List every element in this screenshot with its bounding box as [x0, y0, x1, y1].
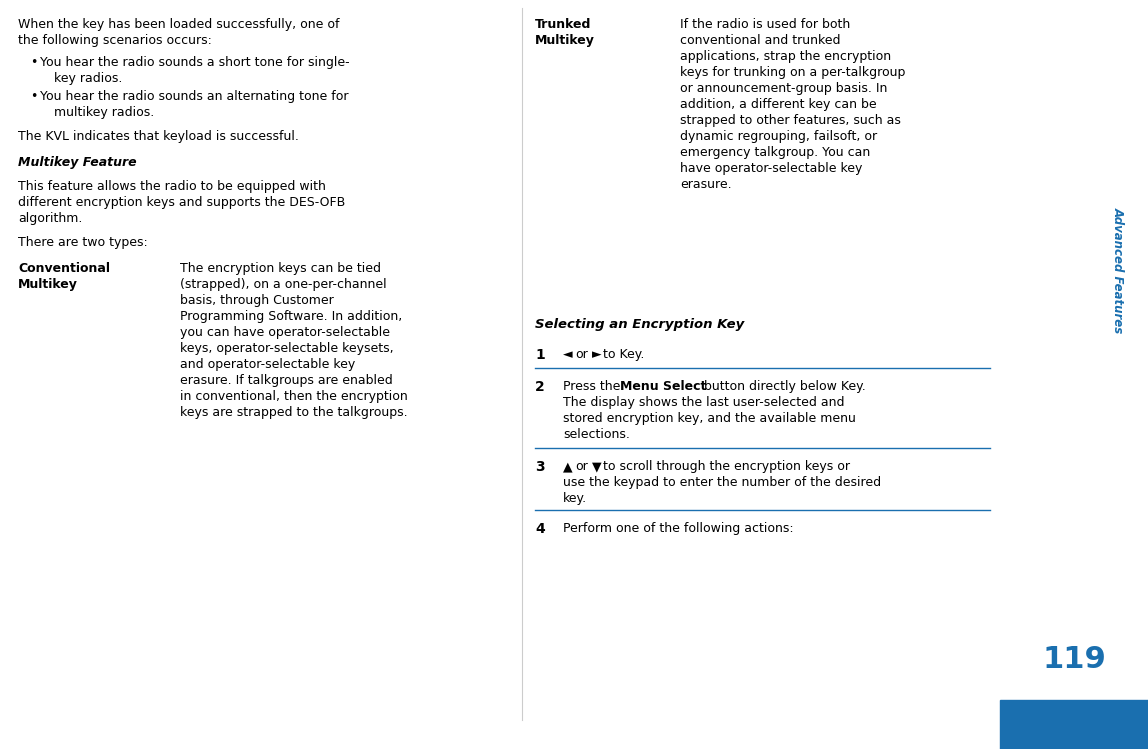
- Text: erasure.: erasure.: [680, 178, 731, 191]
- Text: Programming Software. In addition,: Programming Software. In addition,: [180, 310, 402, 323]
- Text: 119: 119: [1042, 646, 1106, 675]
- Text: •: •: [30, 56, 38, 69]
- Text: and operator-selectable key: and operator-selectable key: [180, 358, 355, 371]
- Text: Trunked: Trunked: [535, 18, 591, 31]
- Text: stored encryption key, and the available menu: stored encryption key, and the available…: [563, 412, 856, 425]
- Text: ▲: ▲: [563, 460, 573, 473]
- Text: Multikey Feature: Multikey Feature: [18, 156, 137, 169]
- Text: Multikey: Multikey: [18, 278, 78, 291]
- Text: key.: key.: [563, 492, 587, 505]
- Text: (strapped), on a one-per-channel: (strapped), on a one-per-channel: [180, 278, 387, 291]
- Text: the following scenarios occurs:: the following scenarios occurs:: [18, 34, 212, 47]
- Text: erasure. If talkgroups are enabled: erasure. If talkgroups are enabled: [180, 374, 393, 387]
- Text: The KVL indicates that keyload is successful.: The KVL indicates that keyload is succes…: [18, 130, 298, 143]
- Text: have operator-selectable key: have operator-selectable key: [680, 162, 862, 175]
- Text: ◄: ◄: [563, 348, 573, 361]
- Text: to scroll through the encryption keys or: to scroll through the encryption keys or: [603, 460, 850, 473]
- Text: This feature allows the radio to be equipped with: This feature allows the radio to be equi…: [18, 180, 326, 193]
- Text: Advanced Features: Advanced Features: [1111, 207, 1125, 333]
- Text: Press the: Press the: [563, 380, 625, 393]
- Text: in conventional, then the encryption: in conventional, then the encryption: [180, 390, 408, 403]
- Text: ▼: ▼: [592, 460, 602, 473]
- Text: emergency talkgroup. You can: emergency talkgroup. You can: [680, 146, 870, 159]
- Text: button directly below Key.: button directly below Key.: [700, 380, 866, 393]
- Text: ►: ►: [592, 348, 602, 361]
- Text: 1: 1: [535, 348, 545, 362]
- Text: or: or: [575, 460, 588, 473]
- Text: applications, strap the encryption: applications, strap the encryption: [680, 50, 891, 63]
- Text: You hear the radio sounds a short tone for single-: You hear the radio sounds a short tone f…: [40, 56, 350, 69]
- Text: basis, through Customer: basis, through Customer: [180, 294, 334, 307]
- Text: Menu Select: Menu Select: [620, 380, 706, 393]
- Text: keys, operator-selectable keysets,: keys, operator-selectable keysets,: [180, 342, 394, 355]
- FancyBboxPatch shape: [1000, 700, 1148, 749]
- Text: Multikey: Multikey: [535, 34, 595, 47]
- Text: There are two types:: There are two types:: [18, 236, 148, 249]
- Text: strapped to other features, such as: strapped to other features, such as: [680, 114, 901, 127]
- Text: 4: 4: [535, 522, 545, 536]
- Text: •: •: [30, 90, 38, 103]
- Text: 3: 3: [535, 460, 544, 474]
- Text: multikey radios.: multikey radios.: [54, 106, 154, 119]
- Text: If the radio is used for both: If the radio is used for both: [680, 18, 851, 31]
- Text: The encryption keys can be tied: The encryption keys can be tied: [180, 262, 381, 275]
- Text: keys for trunking on a per-talkgroup: keys for trunking on a per-talkgroup: [680, 66, 906, 79]
- Text: algorithm.: algorithm.: [18, 212, 83, 225]
- Text: Conventional: Conventional: [18, 262, 110, 275]
- Text: keys are strapped to the talkgroups.: keys are strapped to the talkgroups.: [180, 406, 408, 419]
- Text: different encryption keys and supports the DES-OFB: different encryption keys and supports t…: [18, 196, 346, 209]
- Text: Perform one of the following actions:: Perform one of the following actions:: [563, 522, 793, 535]
- Text: conventional and trunked: conventional and trunked: [680, 34, 840, 47]
- Text: The display shows the last user-selected and: The display shows the last user-selected…: [563, 396, 845, 409]
- Text: use the keypad to enter the number of the desired: use the keypad to enter the number of th…: [563, 476, 882, 489]
- Text: to Key.: to Key.: [603, 348, 644, 361]
- Text: or: or: [575, 348, 588, 361]
- Text: dynamic regrouping, failsoft, or: dynamic regrouping, failsoft, or: [680, 130, 877, 143]
- Text: English: English: [1044, 717, 1104, 732]
- Text: or announcement-group basis. In: or announcement-group basis. In: [680, 82, 887, 95]
- Text: addition, a different key can be: addition, a different key can be: [680, 98, 877, 111]
- Text: Selecting an Encryption Key: Selecting an Encryption Key: [535, 318, 744, 331]
- Text: When the key has been loaded successfully, one of: When the key has been loaded successfull…: [18, 18, 340, 31]
- Text: selections.: selections.: [563, 428, 630, 441]
- Text: You hear the radio sounds an alternating tone for: You hear the radio sounds an alternating…: [40, 90, 349, 103]
- Text: you can have operator-selectable: you can have operator-selectable: [180, 326, 390, 339]
- Text: key radios.: key radios.: [54, 72, 123, 85]
- Text: 2: 2: [535, 380, 545, 394]
